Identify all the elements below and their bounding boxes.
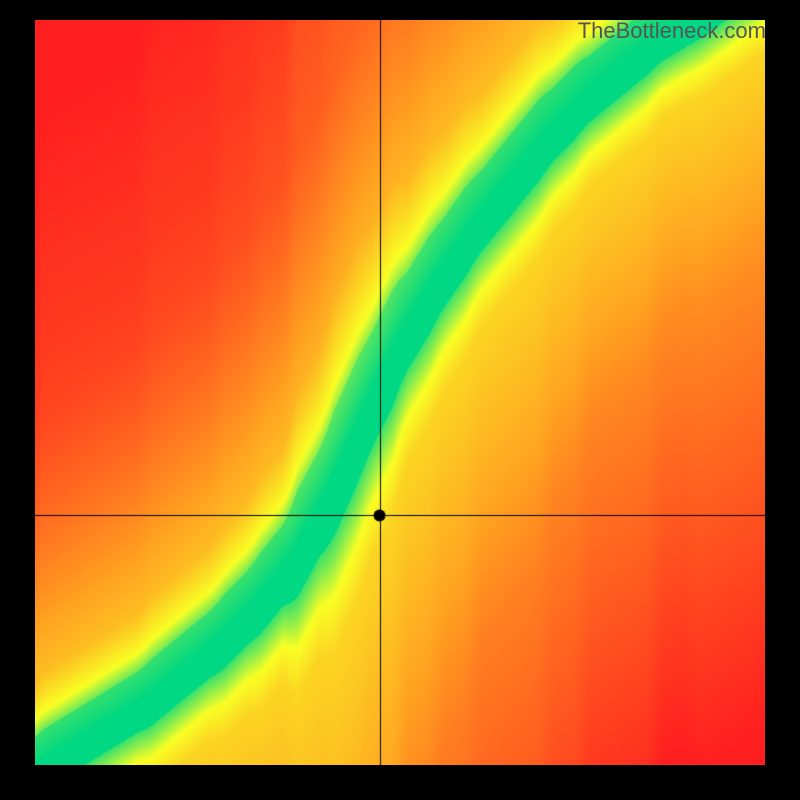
crosshair-overlay <box>35 20 765 765</box>
heatmap-plot <box>35 20 765 765</box>
chart-container: TheBottleneck.com <box>0 0 800 800</box>
watermark-text: TheBottleneck.com <box>578 18 766 44</box>
